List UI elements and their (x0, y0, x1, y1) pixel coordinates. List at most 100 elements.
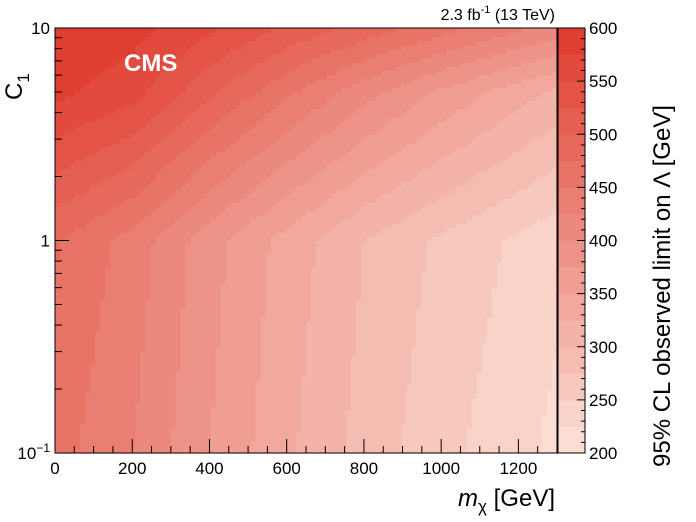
heatmap-cell (551, 266, 558, 271)
heatmap-cell (506, 414, 513, 420)
heatmap-cell (381, 240, 387, 246)
heatmap-cell (100, 283, 106, 288)
heatmap-cell (336, 278, 342, 284)
heatmap-cell (406, 427, 413, 433)
heatmap-cell (60, 397, 66, 403)
heatmap-cell (436, 291, 443, 297)
heatmap-cell (321, 261, 327, 267)
heatmap-cell (496, 402, 503, 407)
heatmap-cell (446, 355, 453, 361)
heatmap-cell (70, 295, 76, 301)
heatmap-cell (456, 270, 463, 276)
heatmap-cell (471, 317, 478, 322)
heatmap-cell (95, 291, 101, 297)
heatmap-cell (170, 300, 177, 305)
heatmap-cell (476, 291, 483, 297)
heatmap-cell (421, 287, 428, 293)
heatmap-cell (135, 266, 141, 271)
heatmap-cell (120, 372, 126, 378)
heatmap-cell (235, 376, 242, 382)
heatmap-cell (336, 440, 342, 446)
heatmap-cell (100, 287, 106, 293)
heatmap-cell (481, 393, 488, 399)
heatmap-cell (220, 295, 227, 301)
heatmap-cell (421, 359, 428, 365)
heatmap-cell (341, 380, 347, 386)
heatmap-cell (496, 346, 503, 352)
heatmap-cell (326, 342, 332, 348)
heatmap-cell (265, 325, 272, 331)
heatmap-cell (250, 436, 257, 441)
heatmap-cell (491, 355, 498, 361)
heatmap-cell (290, 253, 297, 259)
heatmap-cell (346, 300, 352, 305)
heatmap-cell (531, 397, 538, 403)
heatmap-cell (501, 300, 508, 305)
heatmap-cell (130, 257, 136, 263)
heatmap-cell (90, 249, 96, 254)
heatmap-cell (170, 448, 177, 454)
heatmap-cell (331, 427, 337, 433)
heatmap-cell (140, 240, 146, 246)
heatmap-cell (295, 376, 302, 382)
heatmap-cell (300, 270, 307, 276)
heatmap-cell (426, 440, 433, 446)
heatmap-cell (306, 410, 312, 416)
heatmap-cell (75, 385, 81, 390)
heatmap-cell (456, 317, 463, 322)
heatmap-cell (240, 253, 247, 259)
heatmap-cell (351, 368, 357, 373)
heatmap-cell (135, 372, 141, 378)
heatmap-cell (336, 427, 342, 433)
heatmap-cell (326, 266, 332, 271)
heatmap-cell (175, 376, 182, 382)
heatmap-cell (401, 397, 407, 403)
heatmap-cell (145, 261, 151, 267)
heatmap-cell (416, 410, 423, 416)
heatmap-cell (366, 410, 372, 416)
heatmap-cell (401, 287, 407, 293)
heatmap-cell (391, 351, 397, 356)
heatmap-cell (225, 329, 232, 335)
heatmap-cell (381, 427, 387, 433)
heatmap-cell (356, 346, 362, 352)
heatmap-cell (190, 440, 197, 446)
heatmap-cell (491, 253, 498, 259)
heatmap-cell (205, 317, 212, 322)
heatmap-cell (90, 240, 96, 246)
heatmap-cell (265, 376, 272, 382)
heatmap-cell (155, 321, 162, 327)
heatmap-cell (205, 261, 212, 267)
heatmap-cell (255, 376, 262, 382)
heatmap-cell (155, 249, 162, 254)
heatmap-cell (210, 368, 217, 373)
heatmap-cell (275, 431, 282, 437)
heatmap-cell (220, 363, 227, 369)
heatmap-cell (316, 321, 322, 327)
heatmap-cell (361, 329, 367, 335)
heatmap-cell (85, 380, 91, 386)
heatmap-cell (516, 278, 523, 284)
heatmap-cell (220, 397, 227, 403)
heatmap-cell (386, 436, 392, 441)
heatmap-cell (230, 372, 237, 378)
heatmap-cell (361, 406, 367, 412)
heatmap-cell (105, 278, 111, 284)
heatmap-cell (95, 249, 101, 254)
heatmap-cell (391, 253, 397, 259)
heatmap-cell (300, 397, 307, 403)
heatmap-cell (446, 368, 453, 373)
heatmap-cell (426, 342, 433, 348)
heatmap-cell (170, 380, 177, 386)
heatmap-cell (295, 427, 302, 433)
heatmap-cell (496, 317, 503, 322)
heatmap-cell (165, 329, 172, 335)
heatmap-cell (321, 414, 327, 420)
heatmap-cell (406, 444, 413, 450)
heatmap-cell (491, 240, 498, 246)
heatmap-cell (255, 334, 262, 339)
heatmap-cell (376, 389, 382, 395)
heatmap-cell (295, 240, 302, 246)
heatmap-cell (411, 270, 418, 276)
heatmap-cell (155, 300, 162, 305)
